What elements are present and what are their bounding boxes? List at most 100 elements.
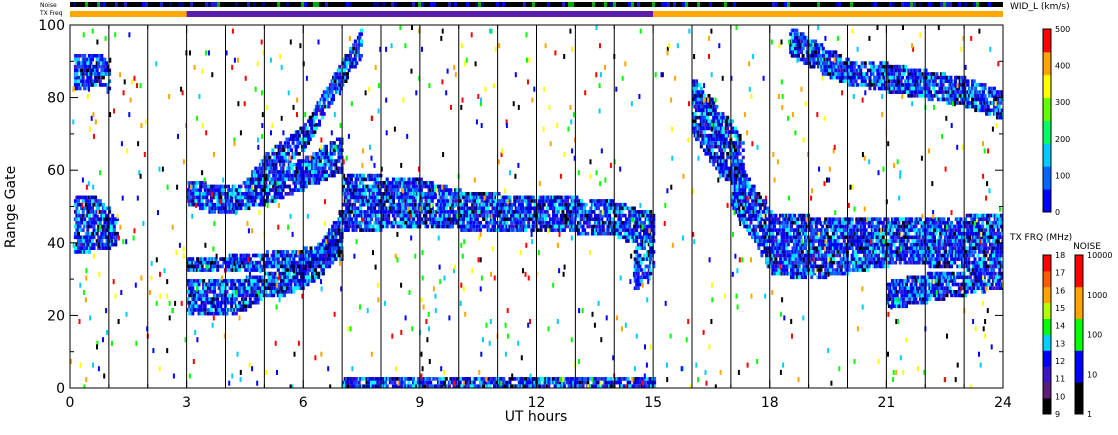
echo-point: [650, 384, 653, 388]
echo-point: [740, 188, 744, 192]
echo-point: [419, 199, 423, 203]
echo-point: [86, 239, 90, 243]
echo-point: [743, 224, 747, 229]
echo-point: [295, 170, 299, 174]
echo-point: [78, 86, 82, 91]
echo-point: [264, 290, 268, 294]
echo-point: [429, 384, 433, 388]
echo-point: [208, 297, 212, 301]
echo-point: [522, 195, 526, 200]
echo-point: [553, 213, 557, 218]
echo-point: [594, 228, 597, 232]
echo-point: [567, 213, 571, 218]
echo-point: [200, 192, 204, 196]
echo-point: [214, 206, 218, 211]
echo-point: [407, 221, 411, 225]
echo-point: [505, 384, 509, 388]
echo-point: [208, 188, 212, 192]
noise-bar-cell: [394, 2, 397, 7]
noise-bar-cell: [448, 2, 451, 7]
echo-point: [279, 250, 283, 254]
txfreq-segment: [70, 11, 187, 17]
echo-point: [346, 75, 349, 80]
echo-point: [244, 202, 248, 207]
echo-point: [258, 260, 262, 265]
echo-point: [401, 213, 405, 218]
echo-point: [749, 206, 753, 211]
echo-point: [370, 210, 374, 214]
echo-point: [407, 192, 411, 196]
echo-point: [290, 148, 293, 152]
echo-point: [559, 224, 563, 229]
echo-point: [402, 210, 406, 214]
echo-point: [259, 286, 263, 290]
echo-point: [332, 86, 335, 91]
echo-point: [300, 181, 304, 185]
echo-point: [430, 181, 434, 185]
echo-point: [348, 224, 352, 229]
echo-point: [421, 221, 425, 225]
echo-point: [228, 286, 232, 290]
echo-point: [211, 286, 215, 290]
echo-point: [192, 260, 196, 265]
echo-point: [463, 206, 467, 211]
echo-point: [75, 72, 79, 76]
echo-point: [247, 253, 251, 258]
echo-point: [339, 257, 342, 261]
echo-point: [75, 86, 79, 91]
echo-point: [242, 260, 246, 265]
echo-point: [376, 213, 380, 218]
echo-point: [757, 192, 761, 196]
echo-point: [466, 210, 470, 214]
echo-point: [255, 300, 258, 305]
echo-point: [594, 217, 597, 221]
echo-point: [754, 210, 758, 214]
echo-point: [746, 224, 750, 229]
echo-point: [189, 282, 193, 287]
echo-point: [580, 213, 583, 218]
echo-point: [381, 192, 384, 196]
echo-point: [255, 264, 258, 269]
echo-point: [206, 297, 210, 301]
echo-point: [469, 217, 473, 221]
echo-point: [500, 199, 504, 203]
echo-point: [746, 210, 750, 214]
echo-point: [576, 202, 580, 207]
echo-point: [404, 188, 408, 192]
echo-point: [332, 170, 336, 174]
echo-point: [294, 152, 298, 156]
echo-point: [443, 202, 447, 207]
echo-point: [530, 199, 534, 203]
echo-point: [370, 199, 374, 203]
echo-point: [78, 213, 82, 218]
echo-point: [97, 75, 101, 80]
echo-point: [86, 199, 90, 203]
echo-point: [472, 213, 476, 218]
echo-point: [401, 202, 405, 207]
echo-point: [245, 268, 249, 272]
echo-point: [635, 253, 639, 258]
echo-point: [603, 231, 607, 236]
echo-point: [248, 293, 252, 298]
echo-point: [225, 290, 229, 294]
echo-point: [401, 221, 405, 225]
echo-point: [598, 210, 602, 214]
echo-point: [569, 210, 573, 214]
echo-point: [356, 224, 360, 229]
echo-point: [237, 290, 241, 294]
noise-bar-cell: [631, 2, 634, 7]
echo-point: [325, 173, 328, 178]
echo-point: [517, 195, 521, 200]
echo-point: [746, 184, 750, 189]
echo-point: [404, 377, 408, 381]
echo-point: [202, 260, 206, 265]
echo-point: [280, 144, 284, 149]
echo-point: [348, 199, 352, 203]
echo-point: [649, 260, 653, 265]
echo-point: [86, 206, 90, 211]
echo-point: [494, 221, 498, 225]
echo-point: [452, 384, 456, 388]
echo-point: [273, 279, 277, 283]
noise-bar-cell: [661, 2, 664, 7]
echo-point: [441, 377, 445, 381]
